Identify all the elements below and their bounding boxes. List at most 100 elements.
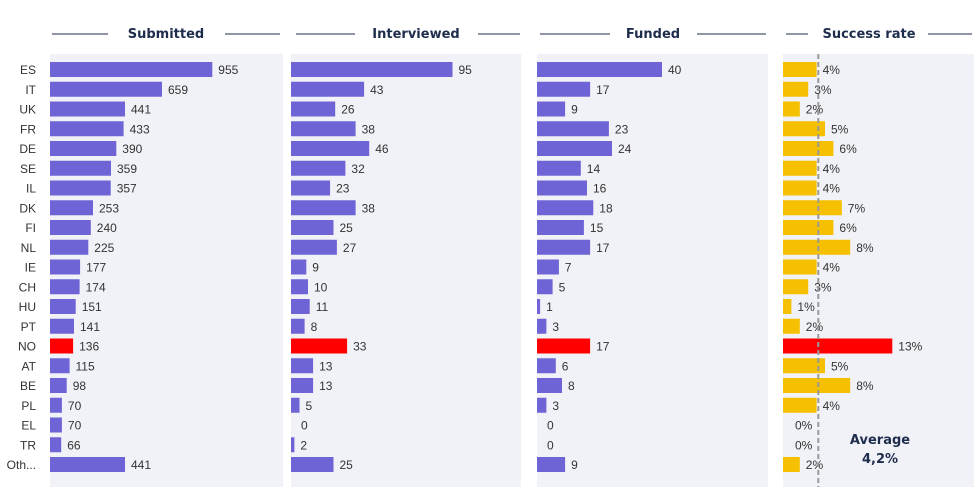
success-rate-bar-de <box>783 141 834 156</box>
interviewed-bar-hu <box>291 299 310 314</box>
interviewed-value-label: 10 <box>314 280 328 294</box>
category-label: NO <box>18 340 36 354</box>
funded-bar-oth <box>537 457 566 472</box>
submitted-value-label: 70 <box>68 419 82 433</box>
success-rate-value-label: 4% <box>823 261 841 275</box>
funded-value-label: 5 <box>559 280 566 294</box>
interviewed-value-label: 13 <box>319 359 333 373</box>
average-value: 4,2% <box>862 452 898 467</box>
success-rate-value-label: 2% <box>806 320 824 334</box>
category-label: BE <box>20 379 36 393</box>
funded-value-label: 24 <box>618 142 632 156</box>
success-rate-value-label: 13% <box>898 340 922 354</box>
interviewed-value-label: 33 <box>353 340 367 354</box>
interviewed-bar-fi <box>291 220 334 235</box>
interviewed-panel <box>291 54 521 487</box>
interviewed-value-label: 13 <box>319 379 333 393</box>
interviewed-value-label: 95 <box>459 63 473 77</box>
submitted-value-label: 357 <box>117 182 137 196</box>
funded-bar-ch <box>537 279 553 295</box>
success-rate-bar-uk <box>783 101 800 117</box>
submitted-bar-tr <box>50 437 62 453</box>
funded-bar-it <box>537 81 591 97</box>
interviewed-bar-es <box>291 62 453 77</box>
interviewed-bar-nl <box>291 239 337 255</box>
success-rate-value-label: 0% <box>795 419 813 433</box>
success-rate-header: Success rate <box>822 27 915 42</box>
category-label: SE <box>20 162 36 176</box>
success-rate-value-label: 8% <box>856 241 874 255</box>
funded-value-label: 0 <box>547 419 554 433</box>
funded-value-label: 9 <box>571 103 578 117</box>
success-rate-bar-oth <box>783 457 800 472</box>
submitted-value-label: 115 <box>76 359 95 373</box>
submitted-bar-pl <box>50 397 62 413</box>
category-label: Oth... <box>7 458 36 472</box>
submitted-value-label: 359 <box>117 162 137 176</box>
success-rate-value-label: 0% <box>795 438 813 452</box>
success-rate-value-label: 2% <box>806 458 824 472</box>
submitted-bar-il <box>50 180 111 196</box>
category-label: PL <box>21 399 36 413</box>
success-rate-value-label: 5% <box>831 122 849 136</box>
category-label: HU <box>19 300 36 314</box>
interviewed-bar-pt <box>291 318 305 334</box>
funded-value-label: 17 <box>596 241 610 255</box>
interviewed-bar-fr <box>291 121 356 137</box>
interviewed-value-label: 38 <box>362 201 376 215</box>
success-rate-bar-dk <box>783 200 842 216</box>
funded-bar-se <box>537 160 581 176</box>
funded-value-label: 6 <box>562 359 569 373</box>
interviewed-value-label: 32 <box>351 162 365 176</box>
submitted-bar-es <box>50 62 213 77</box>
submitted-value-label: 253 <box>99 201 119 215</box>
interviewed-bar-ch <box>291 279 308 295</box>
submitted-bar-at <box>50 358 70 374</box>
category-label: DE <box>19 142 36 156</box>
success-rate-bar-ch <box>783 279 809 295</box>
success-rate-bar-se <box>783 160 817 176</box>
interviewed-value-label: 25 <box>340 221 354 235</box>
interviewed-bar-be <box>291 378 314 393</box>
interviewed-value-label: 23 <box>336 182 350 196</box>
success-rate-bar-fr <box>783 121 825 137</box>
success-rate-bar-at <box>783 358 825 374</box>
category-label: IL <box>26 182 36 196</box>
funded-bar-at <box>537 358 556 374</box>
interviewed-bar-se <box>291 160 346 176</box>
funded-value-label: 8 <box>568 379 575 393</box>
interviewed-value-label: 0 <box>301 419 308 433</box>
success-rate-bar-nl <box>783 239 851 255</box>
interviewed-bar-it <box>291 81 365 97</box>
funded-bar-dk <box>537 200 594 216</box>
funded-header: Funded <box>626 27 680 42</box>
category-label: FR <box>20 122 36 136</box>
success-rate-value-label: 3% <box>814 83 832 97</box>
submitted-value-label: 433 <box>130 122 150 136</box>
submitted-bar-se <box>50 160 111 176</box>
submitted-bar-fi <box>50 220 91 235</box>
funded-bar-fr <box>537 121 609 137</box>
funded-bar-de <box>537 141 612 156</box>
submitted-bar-dk <box>50 200 93 216</box>
success-rate-bar-it <box>783 81 809 97</box>
success-rate-value-label: 2% <box>806 103 824 117</box>
success-rate-bar-fi <box>783 220 834 235</box>
submitted-value-label: 141 <box>80 320 100 334</box>
funded-value-label: 17 <box>596 83 610 97</box>
interviewed-value-label: 43 <box>370 83 384 97</box>
funded-bar-uk <box>537 101 566 117</box>
submitted-value-label: 441 <box>131 103 151 117</box>
funded-panel <box>537 54 768 487</box>
funded-value-label: 3 <box>552 320 559 334</box>
success-rate-bar-pt <box>783 318 800 334</box>
interviewed-value-label: 27 <box>343 241 357 255</box>
interviewed-bar-ie <box>291 259 307 275</box>
success-rate-bar-no <box>783 338 893 354</box>
interviewed-value-label: 38 <box>362 122 376 136</box>
interviewed-value-label: 9 <box>312 261 319 275</box>
submitted-value-label: 151 <box>82 300 102 314</box>
average-label: Average <box>850 433 910 448</box>
success-rate-value-label: 1% <box>797 300 815 314</box>
category-label: PT <box>21 320 37 334</box>
